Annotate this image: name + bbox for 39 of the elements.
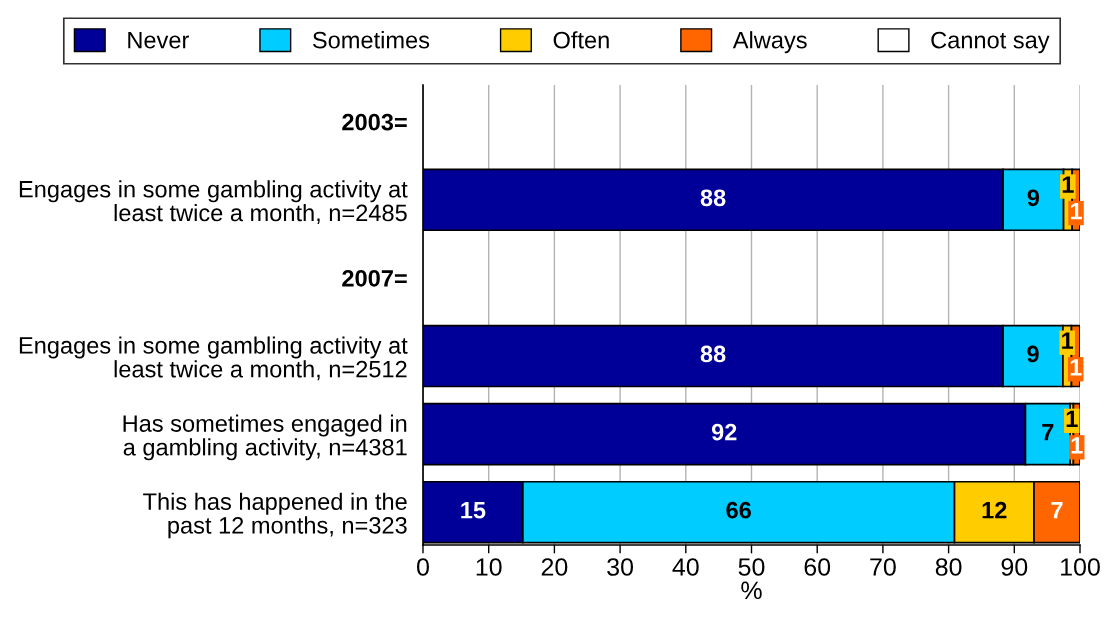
data-label: 12 (982, 501, 1007, 519)
data-label: 9 (1027, 345, 1039, 363)
y-tick-label: 2003= (342, 113, 407, 131)
x-tick-label: 100 (1061, 558, 1100, 576)
data-label: 15 (461, 502, 486, 519)
data-label: 9 (1027, 189, 1040, 207)
x-axis-title: % (741, 581, 762, 600)
x-tick-label: 70 (870, 558, 896, 576)
x-tick-label: 50 (738, 558, 765, 576)
data-label: 1 (1062, 332, 1074, 349)
x-tick-label: 80 (935, 558, 962, 576)
data-label: 88 (700, 189, 726, 207)
x-tick-label: 60 (804, 558, 831, 576)
data-label: 1 (1062, 176, 1074, 193)
y-tick-label: Engages in some gambling activity at least twice a month, n=2485 (19, 180, 408, 225)
data-label: 7 (1051, 502, 1063, 519)
legend-label: Never (128, 31, 189, 49)
x-tick-label: 30 (607, 558, 634, 576)
x-tick-label: 20 (541, 558, 568, 576)
data-label: 1 (1066, 410, 1078, 427)
data-label: 1 (1070, 359, 1082, 376)
x-tick-label: 40 (672, 558, 699, 576)
legend-label: Always (732, 31, 807, 54)
y-tick-label: 2007= (342, 269, 407, 287)
x-tick-label: 10 (476, 558, 502, 576)
x-tick-label: 0 (417, 558, 429, 576)
legend-label: Often (553, 31, 609, 49)
data-label: 92 (711, 423, 737, 441)
legend-label: Sometimes (312, 31, 430, 49)
legend-label: Cannot say (931, 31, 1050, 54)
x-tick-label: 90 (1001, 558, 1028, 576)
y-tick-label: Has sometimes engaged in a gambling activity, n=4381 (123, 414, 407, 461)
data-label: 66 (726, 501, 751, 519)
data-label: 88 (700, 345, 726, 363)
data-label: 1 (1071, 437, 1083, 454)
data-label: 7 (1042, 423, 1054, 441)
data-label: 1 (1070, 202, 1082, 220)
y-tick-label: Engages in some gambling activity at least twice a month, n=2512 (19, 336, 408, 381)
y-tick-label: This has happened in the past 12 months, n=323 (143, 492, 407, 539)
